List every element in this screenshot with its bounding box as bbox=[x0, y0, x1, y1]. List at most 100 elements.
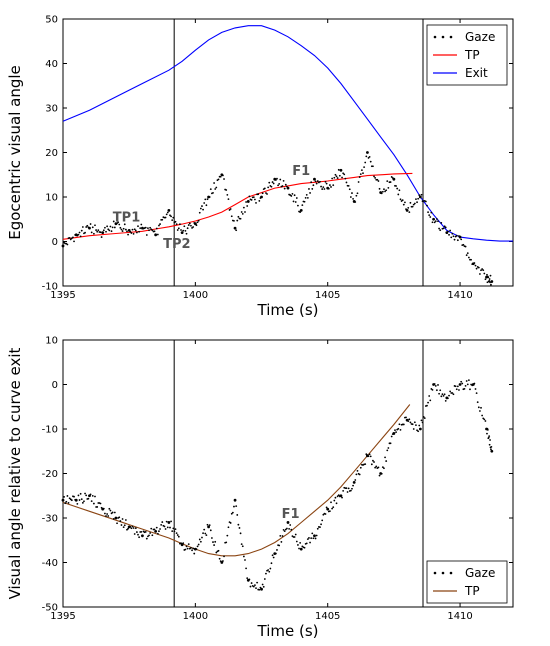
gaze-sample bbox=[389, 181, 392, 183]
gaze-sample bbox=[246, 205, 249, 207]
gaze-sample bbox=[430, 211, 433, 214]
gaze-sample bbox=[395, 431, 397, 434]
gaze-sample bbox=[383, 188, 385, 191]
gaze-sample bbox=[149, 532, 152, 534]
gaze-sample bbox=[250, 199, 253, 201]
gaze-sample bbox=[315, 534, 318, 537]
gaze-sample bbox=[474, 388, 477, 390]
gaze-sample bbox=[365, 155, 368, 158]
gaze-sample bbox=[311, 532, 314, 535]
gaze-sample bbox=[172, 527, 175, 530]
gaze-sample bbox=[477, 406, 480, 409]
gaze-sample bbox=[402, 423, 405, 426]
gaze-sample bbox=[108, 507, 111, 510]
gaze-sample bbox=[309, 192, 311, 194]
gaze-sample bbox=[65, 500, 68, 503]
gaze-sample bbox=[292, 200, 295, 203]
gaze-sample bbox=[148, 229, 150, 232]
gaze-sample bbox=[66, 495, 69, 497]
gaze-sample bbox=[375, 465, 378, 468]
gaze-sample bbox=[283, 187, 286, 190]
gaze-sample bbox=[391, 433, 394, 436]
gaze-sample bbox=[346, 491, 349, 493]
gaze-sample bbox=[159, 223, 161, 225]
gaze-sample bbox=[252, 196, 255, 199]
gaze-sample bbox=[458, 235, 460, 237]
gaze-sample bbox=[199, 207, 202, 210]
x-tick-label: 1395 bbox=[50, 611, 75, 622]
annotation-tp2: TP2 bbox=[163, 237, 190, 252]
gaze-sample bbox=[476, 401, 479, 404]
gaze-sample bbox=[336, 177, 339, 179]
gaze-sample bbox=[254, 584, 256, 587]
gaze-sample bbox=[158, 530, 160, 533]
gaze-sample bbox=[73, 495, 75, 498]
y-axis-label: Visual angle relative to curve exit bbox=[6, 347, 24, 599]
gaze-sample bbox=[380, 192, 383, 195]
gaze-sample bbox=[94, 224, 96, 227]
gaze-sample bbox=[73, 240, 75, 243]
gaze-sample bbox=[444, 400, 447, 402]
gaze-sample bbox=[222, 560, 224, 562]
gaze-sample bbox=[95, 229, 97, 231]
gaze-sample bbox=[329, 510, 331, 513]
gaze-sample bbox=[335, 502, 338, 505]
gaze-sample bbox=[210, 537, 213, 539]
y-tick-label: 10 bbox=[45, 336, 58, 347]
gaze-sample bbox=[332, 506, 335, 509]
gaze-sample bbox=[144, 226, 147, 229]
gaze-sample bbox=[66, 243, 69, 246]
gaze-sample bbox=[100, 506, 103, 509]
gaze-sample bbox=[87, 226, 90, 229]
gaze-sample bbox=[402, 203, 405, 206]
x-tick-label: 1410 bbox=[447, 290, 472, 301]
gaze-sample bbox=[483, 272, 486, 275]
gaze-sample bbox=[263, 187, 266, 190]
gaze-sample bbox=[362, 172, 364, 175]
gaze-sample bbox=[159, 528, 161, 530]
y-tick-label: -50 bbox=[42, 603, 58, 614]
gaze-sample bbox=[190, 547, 192, 549]
gaze-sample bbox=[373, 461, 375, 463]
bottom-panel: 1395 1400 1405 1410 -50 -40 -30 -20 -10 0 10 Time (… bbox=[6, 336, 514, 640]
gaze-sample bbox=[231, 511, 234, 514]
gaze-sample bbox=[77, 233, 80, 236]
gaze-sample bbox=[417, 430, 420, 433]
y-tick-label: 10 bbox=[45, 193, 58, 204]
gaze-sample bbox=[170, 520, 172, 523]
gaze-sample bbox=[240, 211, 243, 213]
gaze-sample bbox=[439, 229, 442, 232]
gaze-sample bbox=[489, 439, 491, 441]
legend-label-exit: Exit bbox=[465, 66, 488, 80]
gaze-sample bbox=[365, 453, 368, 456]
gaze-sample bbox=[137, 225, 139, 228]
gaze-sample bbox=[192, 547, 195, 550]
gaze-sample bbox=[240, 543, 243, 546]
legend-gaze-marker bbox=[433, 35, 437, 39]
gaze-sample bbox=[458, 389, 460, 391]
gaze-sample bbox=[486, 428, 489, 431]
gaze-sample bbox=[116, 522, 118, 525]
gaze-point bbox=[339, 168, 343, 172]
gaze-sample bbox=[280, 541, 283, 543]
gaze-sample bbox=[112, 517, 115, 520]
gaze-sample bbox=[239, 532, 242, 535]
gaze-sample bbox=[173, 530, 176, 533]
gaze-sample bbox=[209, 188, 212, 191]
gaze-sample bbox=[294, 533, 297, 536]
gaze-point bbox=[101, 231, 105, 235]
gaze-sample bbox=[139, 227, 142, 230]
gaze-sample bbox=[367, 455, 370, 458]
gaze-sample bbox=[105, 230, 107, 233]
gaze-sample bbox=[179, 223, 181, 226]
gaze-sample bbox=[64, 502, 67, 505]
gaze-sample bbox=[77, 494, 80, 497]
gaze-sample bbox=[352, 484, 354, 487]
gaze-sample bbox=[314, 180, 317, 183]
gaze-sample bbox=[204, 198, 207, 201]
gaze-sample bbox=[348, 188, 351, 191]
gaze-sample bbox=[186, 227, 189, 230]
gaze-sample bbox=[285, 185, 288, 188]
gaze-sample bbox=[321, 188, 324, 190]
gaze-sample bbox=[360, 169, 363, 172]
